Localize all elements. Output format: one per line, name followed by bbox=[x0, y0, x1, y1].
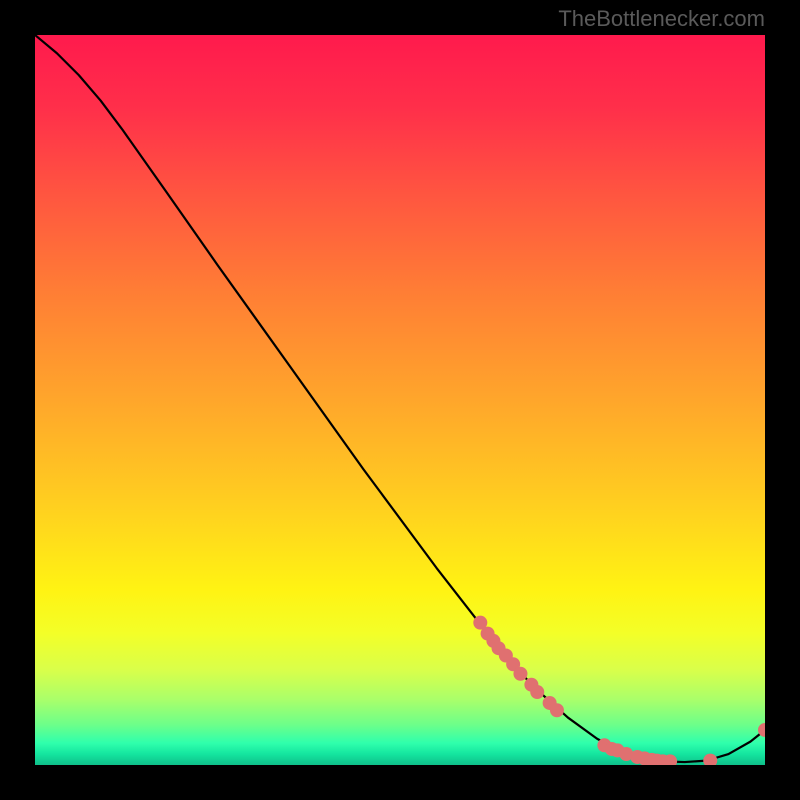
scatter-point bbox=[550, 703, 564, 717]
chart-container: TheBottlenecker.com bbox=[0, 0, 800, 800]
scatter-point bbox=[703, 754, 717, 765]
plot-area bbox=[35, 35, 765, 765]
watermark-label: TheBottlenecker.com bbox=[558, 6, 765, 32]
bottleneck-curve bbox=[35, 35, 765, 762]
scatter-point bbox=[530, 685, 544, 699]
scatter-point bbox=[513, 667, 527, 681]
plot-overlay-svg bbox=[35, 35, 765, 765]
scatter-group bbox=[473, 616, 765, 765]
